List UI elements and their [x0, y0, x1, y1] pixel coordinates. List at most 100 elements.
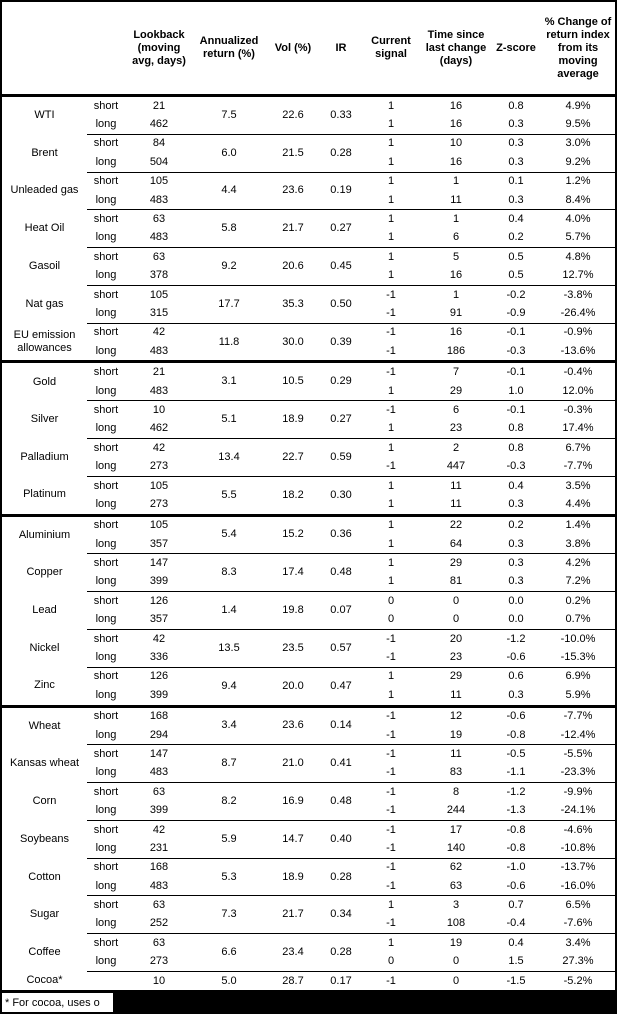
- vol-value: 18.9: [265, 400, 321, 439]
- z-score-value: -0.8: [506, 728, 526, 741]
- signal-value: 1: [387, 231, 395, 244]
- z-score-value: -0.8: [491, 819, 541, 840]
- horizon-label: long: [95, 497, 117, 510]
- time-since-change-value: 186: [446, 344, 466, 357]
- signal-value: 0: [387, 613, 395, 626]
- vol-value: 20.6: [265, 247, 321, 286]
- ir-value: 0.41: [321, 744, 361, 783]
- ir-value: 0.30: [321, 475, 361, 516]
- ir-value: 0.50: [321, 284, 361, 324]
- time-since-change-value: 83: [449, 766, 463, 779]
- table-row: WTI short 21 7.5 22.6 0.33 1 16 0.8 4.9%: [2, 95, 615, 135]
- lookback-value: 84: [125, 133, 193, 154]
- table-row: Aluminium short 105 5.4 15.2 0.36 1 22 0.2 1.4%: [2, 513, 615, 554]
- lookback-value: 504: [149, 155, 169, 168]
- z-score-value: -1.2: [491, 628, 541, 649]
- pct-change-value: -7.7%: [563, 460, 593, 473]
- horizon-label: short: [87, 591, 125, 611]
- table-row: long 462 1 16 0.3 9.5%: [2, 115, 615, 134]
- pct-change-value: -26.4%: [560, 306, 596, 319]
- signal-value: -1: [361, 704, 421, 726]
- header-z-score: Z-score: [491, 2, 541, 97]
- horizon-label: long: [95, 155, 117, 168]
- z-score-value: 0.4: [491, 475, 541, 496]
- horizon-label: short: [87, 933, 125, 953]
- pct-change-value: -13.7%: [541, 857, 615, 878]
- ir-value: 0.14: [321, 704, 361, 745]
- z-score-value: -0.8: [506, 841, 526, 854]
- lookback-value: 483: [149, 344, 169, 357]
- z-score-value: -1.1: [506, 766, 526, 779]
- time-since-change-value: 81: [449, 575, 463, 588]
- lookback-value: 10: [125, 970, 193, 994]
- commodity-name: Palladium: [20, 450, 69, 463]
- ir-value: 0.33: [321, 95, 361, 135]
- time-since-change-value: 7: [421, 360, 491, 382]
- ir-value: 0.34: [321, 895, 361, 934]
- horizon-label: short: [87, 819, 125, 840]
- z-score-value: 0.8: [508, 422, 524, 435]
- signal-value: -1: [361, 744, 421, 764]
- horizon-label: short: [87, 95, 125, 116]
- time-since-change-value: 1: [421, 171, 491, 191]
- signal-value: -1: [361, 322, 421, 343]
- pct-change-value: 1.4%: [541, 513, 615, 535]
- horizon-label: short: [87, 553, 125, 573]
- annualized-return-value: 5.3: [193, 857, 265, 896]
- header-ir: IR: [321, 2, 361, 97]
- time-since-change-value: 17: [421, 819, 491, 840]
- table-row: Corn short 63 8.2 16.9 0.48 -1 8 -1.2 -9.9%: [2, 782, 615, 821]
- table-row: long 483 1 29 1.0 12.0%: [2, 382, 615, 401]
- pct-change-value: 8.4%: [565, 193, 591, 206]
- z-score-value: -0.1: [491, 360, 541, 382]
- header-current-signal: Current signal: [361, 2, 421, 97]
- horizon-label: short: [87, 133, 125, 154]
- table-row: long 399 1 11 0.3 5.9%: [2, 686, 615, 706]
- signal-value: 1: [361, 247, 421, 267]
- table-row: Sugar short 63 7.3 21.7 0.34 1 3 0.7 6.5%: [2, 895, 615, 934]
- table-row: long 273 -1 447 -0.3 -7.7%: [2, 457, 615, 476]
- time-since-change-value: 29: [421, 553, 491, 573]
- lookback-value: 357: [149, 537, 169, 550]
- lookback-value: 462: [149, 422, 169, 435]
- table-row: long 483 -1 83 -1.1 -23.3%: [2, 764, 615, 783]
- lookback-value: 105: [125, 513, 193, 535]
- vol-value: 21.7: [265, 209, 321, 248]
- z-score-value: 0.1: [491, 171, 541, 191]
- commodity-name: Unleaded gas: [10, 184, 79, 197]
- horizon-label: short: [87, 247, 125, 267]
- horizon-label: long: [95, 841, 117, 854]
- table-row: Gasoil short 63 9.2 20.6 0.45 1 5 0.5 4.8%: [2, 247, 615, 286]
- pct-change-value: 4.0%: [541, 209, 615, 229]
- pct-change-value: -7.6%: [563, 917, 593, 930]
- z-score-value: 0.3: [491, 553, 541, 573]
- table-row: long 483 1 11 0.3 8.4%: [2, 191, 615, 210]
- lookback-value: 357: [149, 613, 169, 626]
- z-score-value: -0.6: [506, 879, 526, 892]
- lookback-value: 336: [149, 651, 169, 664]
- lookback-value: 168: [125, 857, 193, 878]
- time-since-change-value: 140: [446, 841, 466, 854]
- ir-value: 0.29: [321, 360, 361, 401]
- pct-change-value: 6.5%: [541, 895, 615, 915]
- pct-change-value: -9.9%: [541, 782, 615, 802]
- pct-change-value: -10.0%: [541, 628, 615, 649]
- time-since-change-value: 447: [446, 460, 466, 473]
- z-score-value: 0.2: [491, 513, 541, 535]
- lookback-value: 483: [149, 384, 169, 397]
- ir-value: 0.27: [321, 400, 361, 439]
- z-score-value: -0.4: [506, 917, 526, 930]
- horizon-label: long: [95, 118, 117, 131]
- signal-value: -1: [386, 460, 396, 473]
- z-score-value: -0.1: [491, 400, 541, 420]
- time-since-change-value: 16: [421, 322, 491, 343]
- time-since-change-value: 11: [450, 193, 462, 206]
- time-since-change-value: 11: [421, 475, 491, 496]
- table-row: long 357 1 64 0.3 3.8%: [2, 535, 615, 554]
- pct-change-value: 5.9%: [565, 688, 591, 701]
- z-score-value: 0.0: [508, 613, 524, 626]
- pct-change-value: 5.7%: [565, 231, 591, 244]
- pct-change-value: 7.2%: [565, 575, 591, 588]
- pct-change-value: -23.3%: [560, 766, 596, 779]
- annualized-return-value: 9.4: [193, 666, 265, 706]
